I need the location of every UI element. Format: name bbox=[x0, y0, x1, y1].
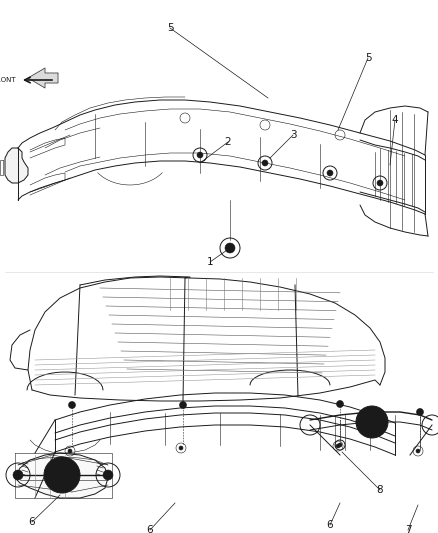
Circle shape bbox=[44, 457, 80, 493]
Circle shape bbox=[365, 415, 379, 429]
Text: 4: 4 bbox=[392, 115, 398, 125]
Text: 2: 2 bbox=[225, 137, 231, 147]
Polygon shape bbox=[5, 148, 28, 183]
Circle shape bbox=[68, 449, 72, 453]
Text: 6: 6 bbox=[28, 517, 35, 527]
Polygon shape bbox=[15, 453, 108, 498]
Text: 7: 7 bbox=[405, 525, 411, 533]
Circle shape bbox=[197, 152, 203, 158]
Text: 6: 6 bbox=[147, 525, 153, 533]
Circle shape bbox=[180, 401, 187, 408]
Circle shape bbox=[338, 443, 342, 447]
Circle shape bbox=[54, 467, 70, 483]
Circle shape bbox=[103, 470, 113, 480]
Circle shape bbox=[262, 160, 268, 166]
Text: 8: 8 bbox=[377, 485, 383, 495]
Circle shape bbox=[13, 470, 23, 480]
Circle shape bbox=[417, 408, 424, 416]
Text: 1: 1 bbox=[207, 257, 213, 267]
Circle shape bbox=[377, 180, 383, 186]
Circle shape bbox=[179, 446, 183, 450]
Text: 6: 6 bbox=[327, 520, 333, 530]
Text: 5: 5 bbox=[365, 53, 371, 63]
Circle shape bbox=[356, 406, 388, 438]
Circle shape bbox=[68, 401, 75, 408]
Text: FRONT: FRONT bbox=[0, 77, 16, 83]
Circle shape bbox=[225, 243, 235, 253]
Text: 3: 3 bbox=[290, 130, 297, 140]
Circle shape bbox=[327, 170, 333, 176]
Polygon shape bbox=[28, 68, 58, 88]
Text: 5: 5 bbox=[167, 23, 173, 33]
Circle shape bbox=[336, 400, 343, 408]
Circle shape bbox=[336, 444, 340, 448]
Circle shape bbox=[416, 449, 420, 453]
